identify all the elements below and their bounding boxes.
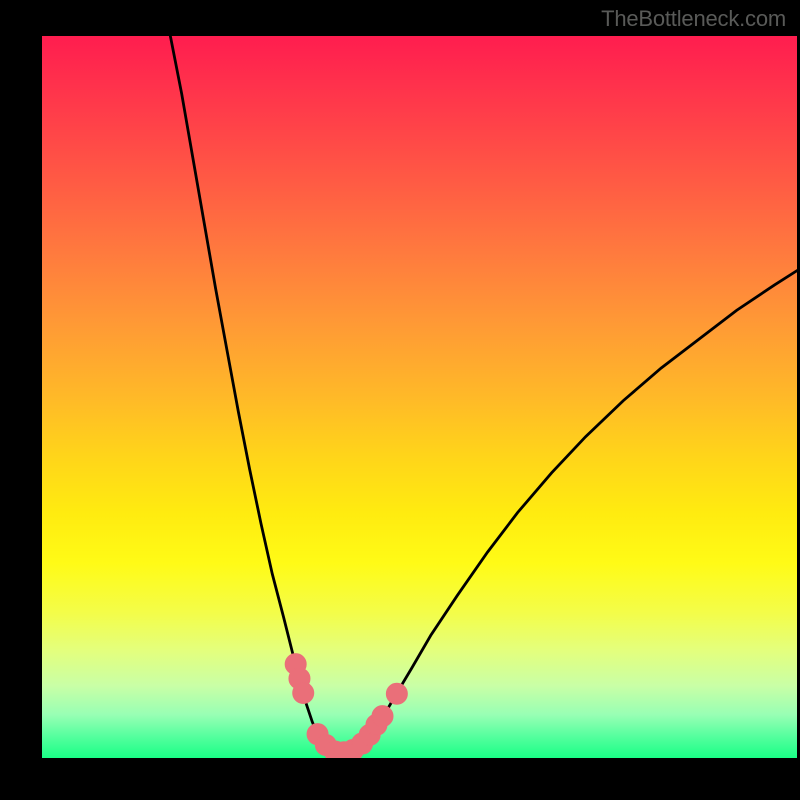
bottleneck-chart: [0, 0, 800, 800]
marker-point: [293, 683, 314, 704]
marker-point: [372, 706, 393, 727]
plot-background: [42, 36, 797, 758]
watermark-text: TheBottleneck.com: [601, 6, 786, 32]
marker-point: [386, 683, 407, 704]
chart-outer-frame: TheBottleneck.com: [0, 0, 800, 800]
